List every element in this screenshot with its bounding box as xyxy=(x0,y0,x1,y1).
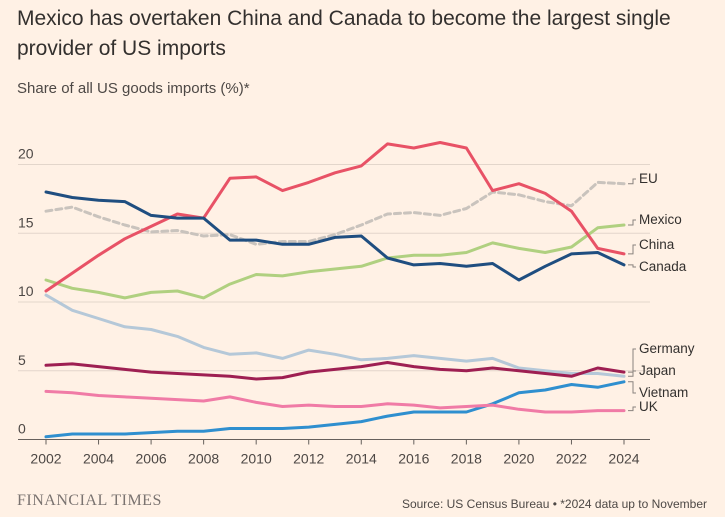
source-note: Source: US Census Bureau • *2024 data up… xyxy=(401,497,707,511)
label-connector-eu xyxy=(628,178,636,185)
label-connector-mexico xyxy=(628,219,636,226)
series-line-germany xyxy=(44,293,626,378)
chart-subtitle: Share of all US goods imports (%)* xyxy=(17,80,250,97)
series-line-canada xyxy=(44,190,626,282)
x-tick-label: 2006 xyxy=(136,451,167,467)
x-tick-label: 2014 xyxy=(346,451,377,467)
y-tick-label: 20 xyxy=(18,146,34,162)
label-connector-vietnam xyxy=(628,381,636,394)
series-label-mexico: Mexico xyxy=(639,212,682,227)
series-label-eu: EU xyxy=(639,171,658,186)
y-axis-ticks: 0 5 10 15 20 xyxy=(18,146,34,437)
chart-title: Mexico has overtaken China and Canada to… xyxy=(17,7,671,60)
series-line-japan xyxy=(44,361,626,381)
series-lines xyxy=(44,141,626,439)
x-tick-label: 2016 xyxy=(398,451,429,467)
y-tick-label: 0 xyxy=(18,421,26,437)
series-line-mexico xyxy=(44,223,626,300)
label-connector-germany xyxy=(628,348,636,377)
x-tick-label: 2020 xyxy=(503,451,534,467)
x-tick-label: 2022 xyxy=(556,451,587,467)
series-label-china: China xyxy=(639,237,675,252)
label-connector-uk xyxy=(628,406,636,412)
y-tick-label: 5 xyxy=(18,352,26,368)
series-label-germany: Germany xyxy=(639,341,695,356)
y-tick-label: 15 xyxy=(18,214,34,230)
x-tick-label: 2024 xyxy=(608,451,639,467)
label-connector-japan xyxy=(628,370,636,373)
x-tick-label: 2012 xyxy=(293,451,324,467)
x-tick-label: 2010 xyxy=(241,451,272,467)
brand-logo: FINANCIAL TIMES xyxy=(17,492,162,509)
series-label-uk: UK xyxy=(639,399,658,414)
series-line-vietnam xyxy=(44,380,626,439)
label-connector-canada xyxy=(628,264,636,268)
x-tick-label: 2002 xyxy=(30,451,61,467)
series-label-japan: Japan xyxy=(639,363,676,378)
x-tick-label: 2004 xyxy=(83,451,114,467)
series-line-uk xyxy=(44,389,626,414)
x-axis-ticks: 2002 2004 2006 2008 2010 2012 2014 2016 2018 2020… xyxy=(30,439,640,467)
grid-lines xyxy=(18,164,650,440)
x-tick-label: 2008 xyxy=(188,451,219,467)
series-label-canada: Canada xyxy=(639,259,687,274)
series-label-vietnam: Vietnam xyxy=(639,385,688,400)
label-connector-china xyxy=(628,244,636,255)
x-tick-label: 2018 xyxy=(451,451,482,467)
series-line-china xyxy=(44,141,626,293)
y-tick-label: 10 xyxy=(18,283,34,299)
